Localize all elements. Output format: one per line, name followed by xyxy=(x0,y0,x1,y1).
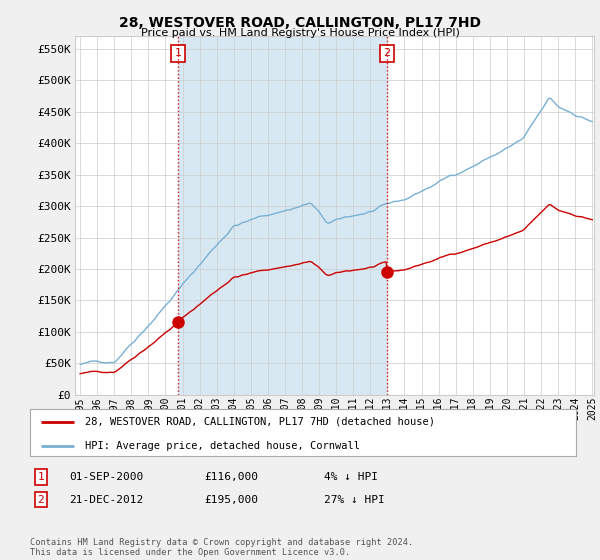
Text: Price paid vs. HM Land Registry's House Price Index (HPI): Price paid vs. HM Land Registry's House … xyxy=(140,28,460,38)
Text: 4% ↓ HPI: 4% ↓ HPI xyxy=(324,472,378,482)
Text: 1: 1 xyxy=(37,472,44,482)
Text: 2: 2 xyxy=(383,48,391,58)
Text: 28, WESTOVER ROAD, CALLINGTON, PL17 7HD (detached house): 28, WESTOVER ROAD, CALLINGTON, PL17 7HD … xyxy=(85,417,434,427)
Text: 2: 2 xyxy=(37,494,44,505)
Text: Contains HM Land Registry data © Crown copyright and database right 2024.
This d: Contains HM Land Registry data © Crown c… xyxy=(30,538,413,557)
Text: 27% ↓ HPI: 27% ↓ HPI xyxy=(324,494,385,505)
Text: 1: 1 xyxy=(175,48,182,58)
Bar xyxy=(178,36,387,395)
Text: HPI: Average price, detached house, Cornwall: HPI: Average price, detached house, Corn… xyxy=(85,441,359,451)
Text: 01-SEP-2000: 01-SEP-2000 xyxy=(69,472,143,482)
Text: 28, WESTOVER ROAD, CALLINGTON, PL17 7HD: 28, WESTOVER ROAD, CALLINGTON, PL17 7HD xyxy=(119,16,481,30)
Text: £195,000: £195,000 xyxy=(204,494,258,505)
Text: £116,000: £116,000 xyxy=(204,472,258,482)
Text: 21-DEC-2012: 21-DEC-2012 xyxy=(69,494,143,505)
